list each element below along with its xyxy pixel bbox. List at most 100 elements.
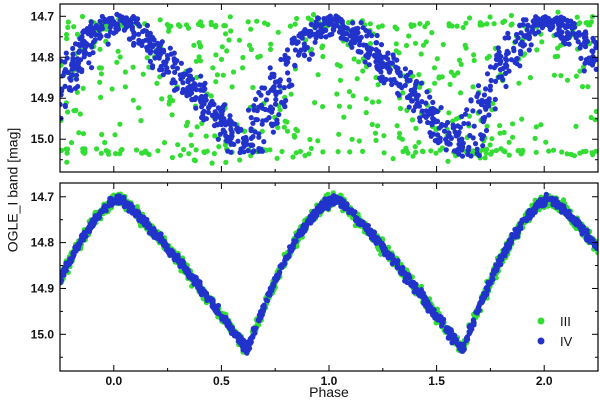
data-point-iv bbox=[518, 30, 524, 36]
data-point-iii bbox=[506, 139, 512, 145]
data-point-iv bbox=[460, 348, 466, 354]
data-point-iv bbox=[456, 129, 462, 135]
data-point-iii bbox=[63, 31, 70, 38]
y-axis-label: OGLE_I band [mag] bbox=[5, 128, 21, 253]
data-point-iv bbox=[374, 40, 380, 46]
data-point-iv bbox=[423, 100, 429, 106]
data-point-iii bbox=[213, 79, 219, 85]
data-point-iv bbox=[564, 29, 571, 36]
data-point-iv bbox=[419, 99, 425, 105]
data-point-iv bbox=[443, 136, 449, 143]
data-point-iv bbox=[578, 42, 584, 48]
data-point-iii bbox=[585, 84, 591, 90]
data-point-iii bbox=[417, 21, 423, 27]
data-point-iv bbox=[118, 197, 124, 204]
data-point-iii bbox=[400, 90, 406, 96]
bottom-axes: 14.7 14.8 14.9 15.0 0.0 0.5 1.0 1.5 2.0 bbox=[31, 183, 599, 388]
data-point-iv bbox=[274, 120, 280, 126]
data-point-iv bbox=[402, 278, 408, 284]
data-point-iv bbox=[588, 237, 594, 243]
data-point-iv bbox=[403, 74, 409, 80]
data-point-iv bbox=[355, 48, 361, 55]
data-point-iv bbox=[572, 24, 578, 30]
data-point-iv bbox=[331, 193, 337, 199]
data-point-iii bbox=[284, 128, 291, 134]
data-point-iv bbox=[439, 323, 445, 329]
data-point-iv bbox=[300, 230, 306, 236]
data-point-iv bbox=[208, 102, 214, 108]
data-point-iii bbox=[393, 41, 399, 47]
data-point-iii bbox=[268, 41, 274, 47]
data-point-iv bbox=[114, 11, 120, 17]
data-point-iii bbox=[369, 99, 376, 105]
data-point-iv bbox=[571, 31, 578, 37]
data-point-iii bbox=[248, 46, 254, 53]
data-point-iv bbox=[66, 87, 72, 93]
data-point-iv bbox=[478, 132, 484, 138]
data-point-iv bbox=[211, 123, 218, 129]
data-point-iv bbox=[144, 22, 150, 29]
data-point-iv bbox=[363, 42, 369, 49]
data-point-iv bbox=[438, 105, 444, 111]
data-point-iv bbox=[477, 109, 483, 115]
data-point-iv bbox=[126, 23, 132, 29]
data-point-iii bbox=[267, 46, 274, 53]
data-point-iv bbox=[331, 26, 337, 32]
data-point-iv bbox=[486, 103, 492, 109]
data-point-iv bbox=[389, 81, 395, 88]
data-point-iv bbox=[406, 104, 412, 110]
data-point-iii bbox=[223, 31, 229, 37]
data-point-iv bbox=[251, 107, 257, 113]
data-point-iii bbox=[394, 123, 400, 129]
data-point-iv bbox=[349, 44, 355, 50]
data-point-iii bbox=[305, 15, 311, 21]
data-point-iv bbox=[426, 301, 432, 307]
data-point-iv bbox=[223, 133, 229, 139]
bottom-panel: 14.7 14.8 14.9 15.0 0.0 0.5 1.0 1.5 2.0 bbox=[31, 182, 599, 388]
data-point-iv bbox=[266, 115, 272, 121]
data-point-iv bbox=[276, 271, 282, 277]
data-point-iv bbox=[548, 197, 554, 203]
data-point-iv bbox=[412, 89, 418, 95]
data-point-iv bbox=[355, 25, 361, 31]
data-point-iii bbox=[109, 86, 115, 92]
data-point-iv bbox=[84, 26, 90, 32]
data-point-iv bbox=[369, 33, 375, 39]
data-point-iii bbox=[574, 14, 580, 20]
data-point-iv bbox=[185, 85, 191, 91]
data-point-iii bbox=[64, 150, 70, 156]
data-point-iv bbox=[163, 59, 169, 65]
data-point-iii bbox=[188, 132, 194, 138]
data-point-iv bbox=[317, 208, 323, 215]
data-point-iv bbox=[571, 219, 577, 225]
data-point-iv bbox=[214, 112, 220, 118]
data-point-iv bbox=[366, 62, 372, 68]
data-point-iii bbox=[297, 148, 303, 154]
data-point-iv bbox=[292, 47, 298, 53]
data-point-iv bbox=[265, 292, 272, 298]
data-point-iv bbox=[493, 62, 499, 68]
data-point-iii bbox=[63, 146, 69, 152]
data-point-iv bbox=[523, 218, 529, 224]
data-point-iv bbox=[218, 108, 224, 114]
data-point-iii bbox=[203, 133, 209, 139]
data-point-iii bbox=[130, 64, 136, 70]
data-point-iii bbox=[218, 56, 225, 63]
data-point-iv bbox=[409, 98, 415, 104]
data-point-iv bbox=[494, 53, 500, 59]
y-tick-label: 14.8 bbox=[31, 50, 55, 64]
data-point-iv bbox=[256, 89, 262, 96]
data-point-iii bbox=[288, 91, 294, 97]
data-point-iv bbox=[227, 117, 233, 123]
data-point-iv bbox=[498, 53, 504, 60]
top-axes: 14.7 14.8 14.9 15.0 bbox=[31, 4, 599, 172]
data-point-iv bbox=[242, 137, 249, 143]
data-point-iii bbox=[412, 40, 419, 46]
data-point-iv bbox=[191, 278, 197, 284]
data-point-iv bbox=[78, 237, 84, 243]
data-point-iv bbox=[399, 267, 405, 273]
data-point-iii bbox=[539, 39, 545, 45]
data-point-iv bbox=[93, 25, 99, 31]
bottom-plot-points bbox=[60, 190, 598, 356]
data-point-iii bbox=[571, 153, 578, 159]
